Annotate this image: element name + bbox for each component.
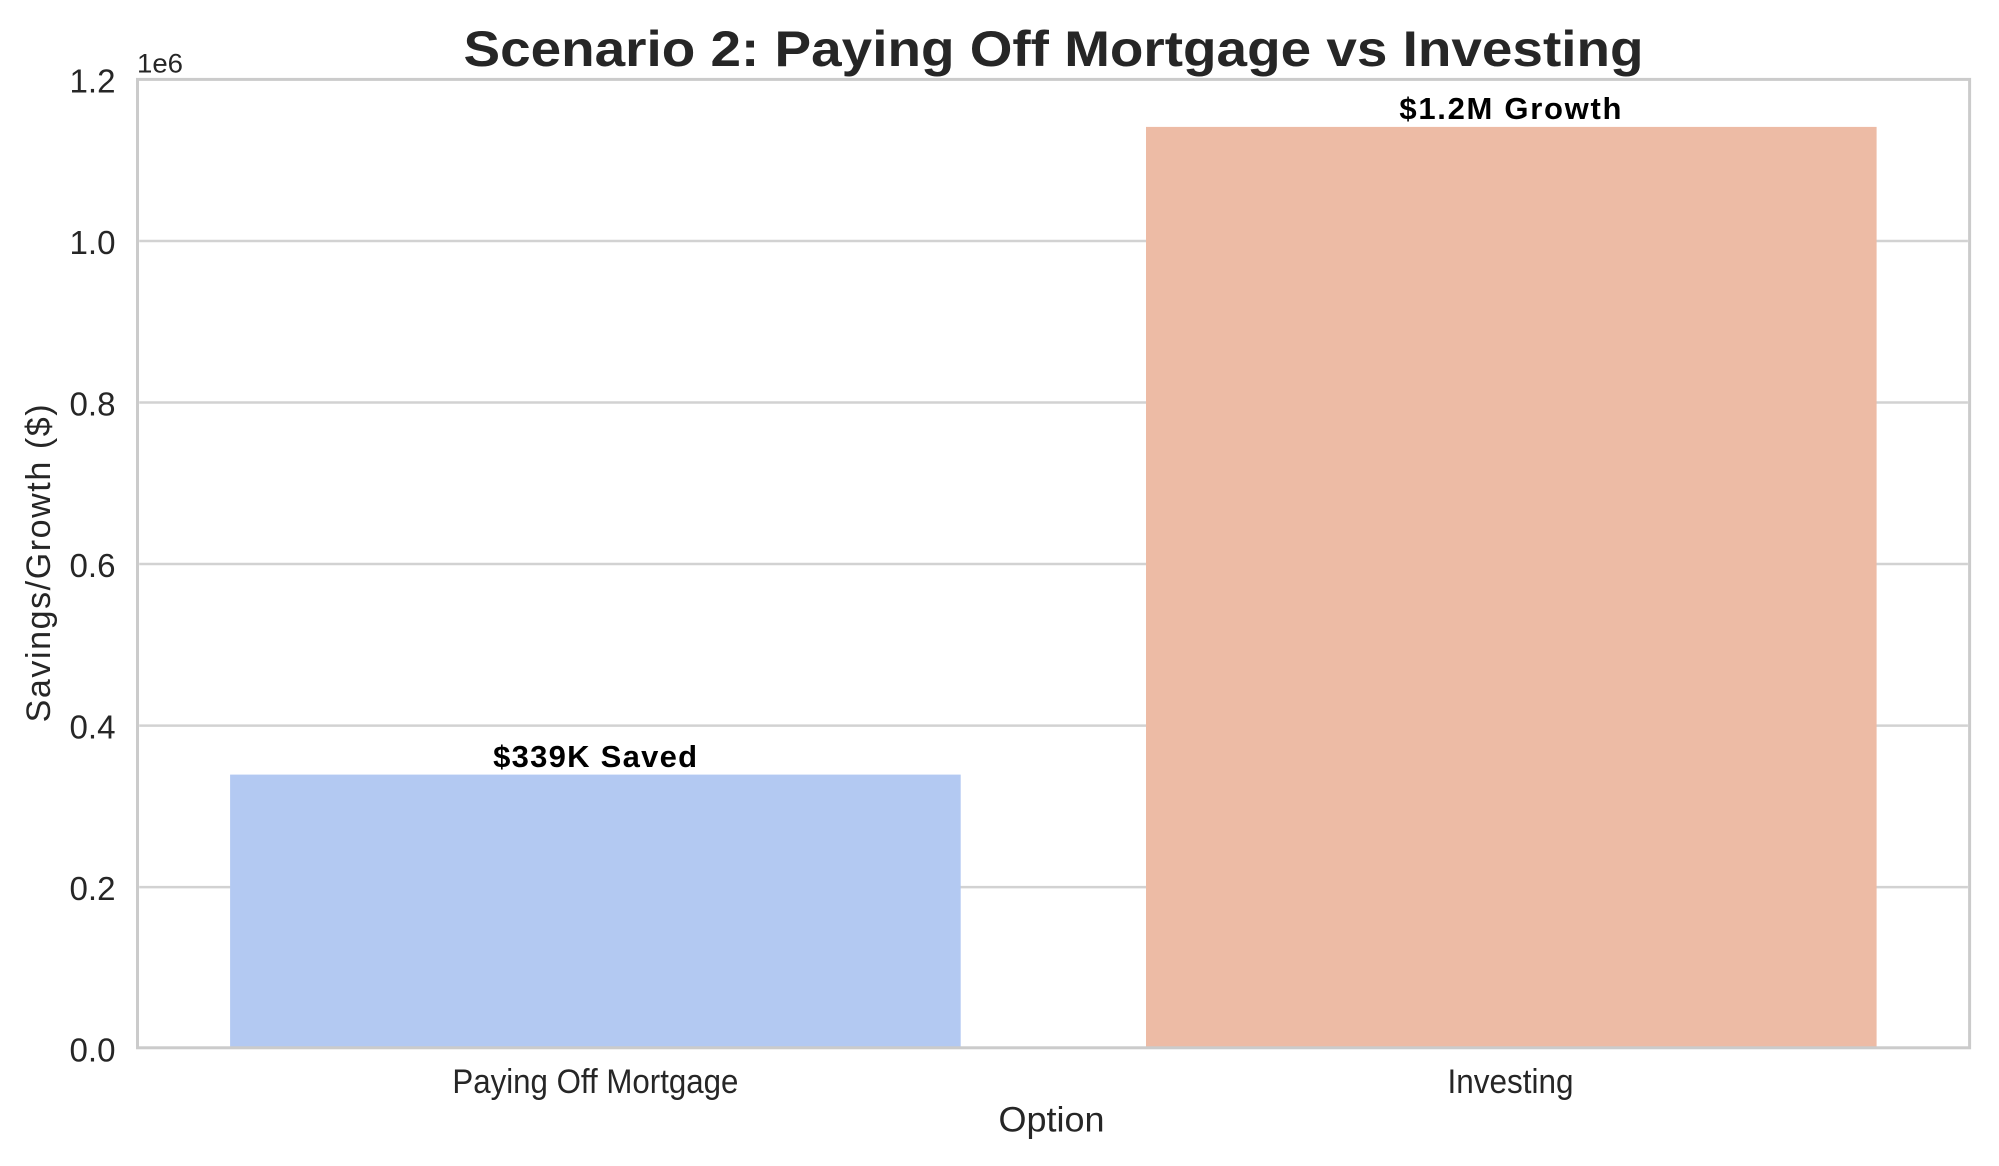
svg-text:0.8: 0.8 <box>70 386 116 423</box>
svg-text:1e6: 1e6 <box>137 49 183 79</box>
svg-text:0.0: 0.0 <box>70 1032 116 1069</box>
svg-text:$1.2M Growth: $1.2M Growth <box>1399 91 1621 126</box>
svg-text:Option: Option <box>999 1100 1105 1139</box>
svg-text:0.2: 0.2 <box>70 870 116 907</box>
svg-text:Investing: Investing <box>1448 1063 1574 1101</box>
svg-text:1.0: 1.0 <box>70 224 116 261</box>
svg-text:Scenario 2: Paying Off Mortgag: Scenario 2: Paying Off Mortgage vs Inves… <box>464 20 1644 77</box>
svg-text:0.6: 0.6 <box>70 547 116 584</box>
svg-text:1.2: 1.2 <box>70 62 116 99</box>
svg-text:Savings/Growth ($): Savings/Growth ($) <box>20 404 58 722</box>
svg-text:$339K Saved: $339K Saved <box>493 739 697 774</box>
svg-text:Paying Off Mortgage: Paying Off Mortgage <box>452 1063 738 1101</box>
svg-text:0.4: 0.4 <box>70 709 116 746</box>
